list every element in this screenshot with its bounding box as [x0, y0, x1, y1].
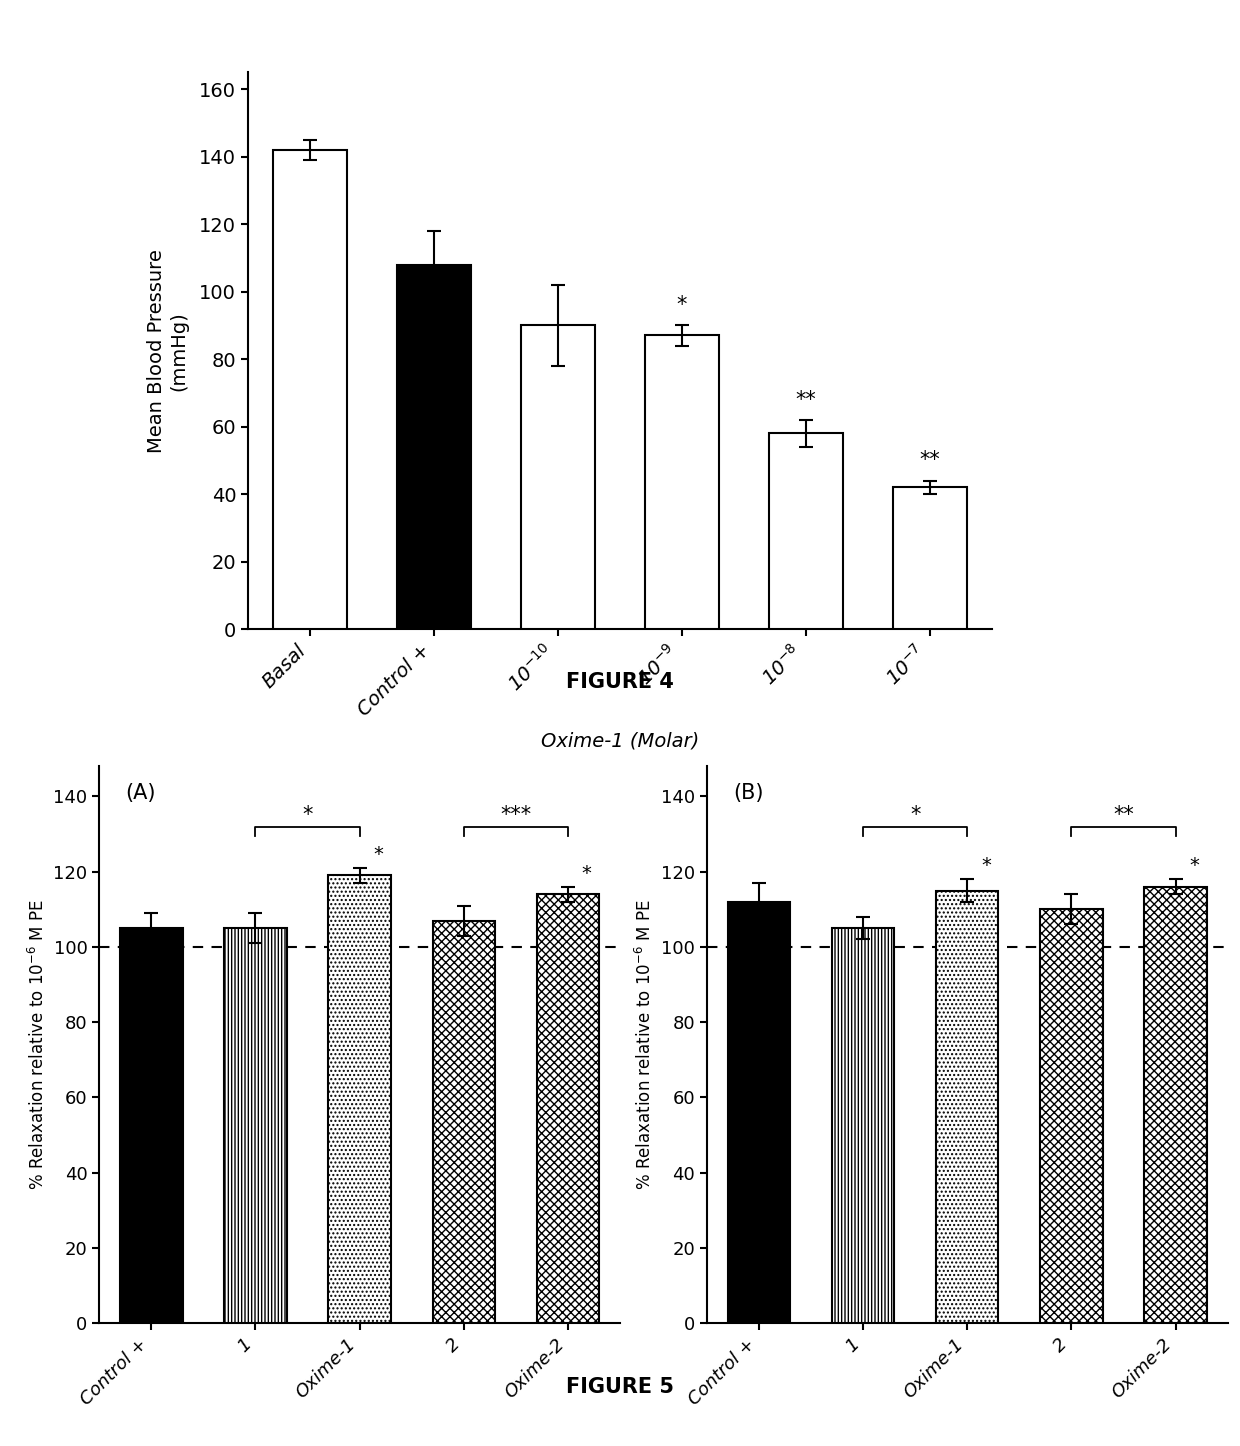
Bar: [120, 928, 182, 1323]
Y-axis label: % Relaxation relative to 10$^{-6}$ M PE: % Relaxation relative to 10$^{-6}$ M PE: [635, 899, 655, 1190]
Text: *: *: [981, 856, 991, 875]
Y-axis label: Mean Blood Pressure
(mmHg): Mean Blood Pressure (mmHg): [148, 249, 188, 453]
Text: *: *: [373, 844, 383, 865]
Bar: [769, 434, 843, 629]
Text: *: *: [1189, 856, 1199, 875]
Text: *: *: [582, 865, 591, 884]
Bar: [397, 265, 471, 629]
Text: ***: ***: [500, 804, 532, 824]
Bar: [728, 902, 790, 1323]
Text: FIGURE 4: FIGURE 4: [567, 672, 673, 693]
Bar: [433, 921, 495, 1323]
Text: *: *: [303, 804, 312, 824]
Bar: [537, 894, 599, 1323]
Text: *: *: [910, 804, 920, 824]
Text: *: *: [677, 295, 687, 315]
Text: **: **: [920, 451, 940, 470]
Bar: [273, 150, 347, 629]
Bar: [645, 335, 719, 629]
Bar: [224, 928, 286, 1323]
Bar: [936, 891, 998, 1323]
Text: **: **: [796, 390, 816, 409]
Bar: [521, 325, 595, 629]
Bar: [832, 928, 894, 1323]
Text: (A): (A): [125, 784, 156, 803]
Bar: [893, 487, 967, 629]
Bar: [1145, 886, 1207, 1323]
Text: **: **: [1114, 804, 1133, 824]
Y-axis label: % Relaxation relative to 10$^{-6}$ M PE: % Relaxation relative to 10$^{-6}$ M PE: [27, 899, 47, 1190]
X-axis label: Oxime-1 (Molar): Oxime-1 (Molar): [541, 732, 699, 750]
Bar: [1040, 910, 1102, 1323]
Text: FIGURE 5: FIGURE 5: [565, 1377, 675, 1397]
Text: (B): (B): [733, 784, 764, 803]
Bar: [329, 875, 391, 1323]
